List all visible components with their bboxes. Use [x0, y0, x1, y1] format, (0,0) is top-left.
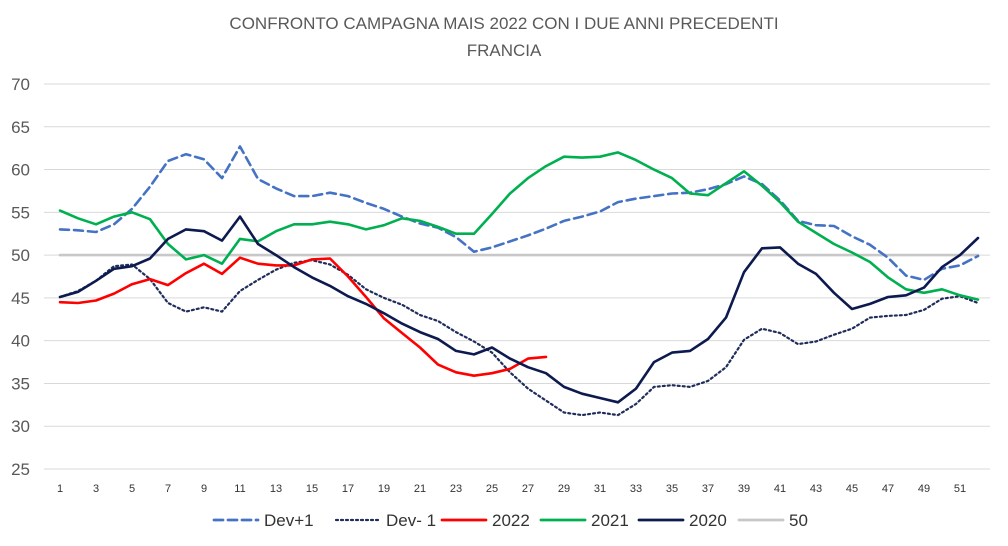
- legend: Dev+1 Dev- 1 2022 2021 2020 50: [212, 511, 808, 530]
- x-tick-label: 11: [234, 483, 245, 495]
- legend-label: 2021: [591, 511, 629, 530]
- x-tick-label: 47: [882, 483, 894, 495]
- x-tick-label: 15: [306, 483, 318, 495]
- x-tick-label: 3: [93, 483, 99, 495]
- x-tick-label: 13: [270, 483, 282, 495]
- series-line-2022: [58, 256, 548, 378]
- series-line-dev-1: [58, 259, 980, 417]
- y-tick-label: 50: [11, 246, 30, 265]
- x-tick-label: 37: [702, 483, 714, 495]
- y-axis-ticks: 25 30 35 40 45 50 55 60 65 70: [11, 75, 30, 479]
- x-tick-label: 1: [57, 483, 63, 495]
- series-line-2021: [58, 151, 980, 301]
- legend-label: Dev- 1: [386, 511, 436, 530]
- legend-label: 2020: [689, 511, 727, 530]
- y-tick-label: 60: [11, 161, 30, 180]
- legend-label: 50: [789, 511, 808, 530]
- x-tick-label: 51: [954, 483, 966, 495]
- y-tick-label: 25: [11, 460, 30, 479]
- legend-label: Dev+1: [264, 511, 314, 530]
- x-tick-label: 5: [129, 483, 135, 495]
- legend-label: 2022: [492, 511, 530, 530]
- x-tick-label: 23: [450, 483, 462, 495]
- y-tick-label: 65: [11, 118, 30, 137]
- x-tick-label: 7: [165, 483, 171, 495]
- y-tick-label: 45: [11, 289, 30, 308]
- series-lines: [58, 145, 980, 417]
- x-tick-label: 31: [594, 483, 606, 495]
- x-tick-label: 33: [630, 483, 642, 495]
- x-tick-label: 17: [342, 483, 354, 495]
- x-tick-label: 21: [414, 483, 426, 495]
- y-tick-label: 30: [11, 417, 30, 436]
- series-line-dev-1: [58, 145, 980, 282]
- x-tick-label: 41: [774, 483, 786, 495]
- y-tick-label: 35: [11, 374, 30, 393]
- y-tick-label: 70: [11, 75, 30, 94]
- chart-subtitle: FRANCIA: [467, 41, 542, 60]
- x-tick-label: 45: [846, 483, 858, 495]
- x-tick-label: 49: [918, 483, 930, 495]
- x-tick-label: 43: [810, 483, 822, 495]
- x-tick-label: 29: [558, 483, 570, 495]
- x-tick-label: 25: [486, 483, 498, 495]
- chart-title: CONFRONTO CAMPAGNA MAIS 2022 CON I DUE A…: [229, 14, 778, 33]
- x-tick-label: 9: [201, 483, 207, 495]
- x-tick-label: 27: [522, 483, 534, 495]
- x-tick-label: 39: [738, 483, 750, 495]
- y-tick-label: 40: [11, 332, 30, 351]
- x-tick-label: 35: [666, 483, 678, 495]
- series-line-2020: [58, 215, 980, 404]
- x-tick-label: 19: [378, 483, 390, 495]
- y-tick-label: 55: [11, 203, 30, 222]
- x-axis-ticks: 1 3 5 7 9 11 13 15 17 19 21 23 25 27 29 31 33 35 37 39 41 43 4…: [57, 483, 966, 495]
